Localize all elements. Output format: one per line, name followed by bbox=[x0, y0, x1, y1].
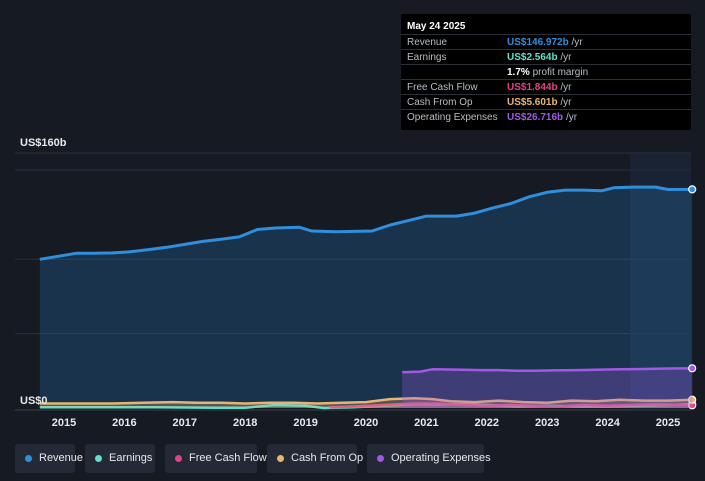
tooltip-row-unit: /yr bbox=[565, 112, 578, 123]
x-axis-ticks: 2015 2016 2017 2018 2019 2020 2021 2022 2023 2024… bbox=[52, 417, 680, 429]
legend-label: Free Cash Flow bbox=[189, 452, 267, 464]
x-tick-label: 2025 bbox=[656, 417, 680, 429]
series-layer bbox=[39, 185, 697, 410]
endpoint-revenue bbox=[688, 185, 697, 194]
legend-dot-icon bbox=[175, 455, 182, 462]
tooltip-row: Free Cash Flow US$1.844b /yr bbox=[401, 79, 691, 95]
y-axis-top-label: US$160b bbox=[20, 137, 67, 149]
legend-dot-icon bbox=[25, 455, 32, 462]
x-tick-label: 2024 bbox=[595, 417, 620, 429]
line-operating-expenses bbox=[402, 367, 693, 374]
tooltip-row: Revenue US$146.972b /yr bbox=[401, 34, 691, 50]
line-revenue bbox=[39, 185, 693, 261]
x-tick-label: 2016 bbox=[112, 417, 136, 429]
x-tick-label: 2021 bbox=[414, 417, 438, 429]
tooltip-row-unit: /yr bbox=[560, 97, 572, 108]
legend-label: Cash From Op bbox=[291, 452, 364, 464]
tooltip-row: Earnings US$2.564b /yr bbox=[401, 49, 691, 65]
legend-item-operating-expenses[interactable]: Operating Expenses bbox=[367, 444, 491, 473]
x-tick-label: 2023 bbox=[535, 417, 559, 429]
legend-dot-icon bbox=[277, 455, 284, 462]
tooltip-row-value: US$2.564b /yr bbox=[507, 52, 572, 63]
legend-label: Earnings bbox=[109, 452, 153, 464]
tooltip-row-value: 1.7% profit margin bbox=[507, 67, 589, 78]
tooltip-row-label: Cash From Op bbox=[407, 97, 473, 108]
legend-item-revenue[interactable]: Revenue bbox=[15, 444, 83, 473]
legend-dot-icon bbox=[377, 455, 384, 462]
tooltip-row-value: US$1.844b /yr bbox=[507, 82, 572, 93]
endpoint-cash-from-op bbox=[688, 395, 697, 404]
line-cash-from-op bbox=[39, 397, 693, 405]
x-tick-label: 2018 bbox=[233, 417, 257, 429]
tooltip-row: 1.7% profit margin bbox=[401, 64, 691, 80]
tooltip-row: Operating Expenses US$26.716b /yr bbox=[401, 109, 691, 125]
x-tick-label: 2017 bbox=[173, 417, 197, 429]
gridlines bbox=[15, 152, 691, 411]
x-tick-label: 2020 bbox=[354, 417, 378, 429]
tooltip-row-value: US$26.716b /yr bbox=[507, 112, 578, 123]
tooltip-row-unit: /yr bbox=[560, 52, 572, 63]
legend-item-earnings[interactable]: Earnings bbox=[85, 444, 155, 473]
legend-dot-icon bbox=[95, 455, 102, 462]
legend-item-cash-from-op[interactable]: Cash From Op bbox=[267, 444, 363, 473]
tooltip-row-value: US$5.601b /yr bbox=[507, 97, 572, 108]
tooltip-row-label: Free Cash Flow bbox=[407, 82, 478, 93]
y-axis-bottom-label: US$0 bbox=[20, 395, 48, 407]
tooltip-row-unit: /yr bbox=[560, 82, 572, 93]
tooltip-date: May 24 2025 bbox=[407, 21, 466, 32]
legend-label: Revenue bbox=[39, 452, 84, 464]
legend-item-free-cash-flow[interactable]: Free Cash Flow bbox=[165, 444, 267, 473]
tooltip-row-label: Operating Expenses bbox=[407, 112, 498, 123]
tooltip-row-label: Revenue bbox=[407, 37, 448, 48]
tooltip-row: Cash From Op US$5.601b /yr bbox=[401, 94, 691, 110]
area-operating-expenses bbox=[402, 368, 693, 408]
x-tick-label: 2015 bbox=[52, 417, 76, 429]
legend-label: Operating Expenses bbox=[391, 452, 491, 464]
tooltip-row-value: US$146.972b /yr bbox=[507, 37, 583, 48]
endpoint-operating-expenses bbox=[688, 364, 697, 373]
x-tick-label: 2022 bbox=[475, 417, 499, 429]
tooltip-row-unit: /yr bbox=[571, 37, 583, 48]
x-tick-label: 2019 bbox=[293, 417, 317, 429]
tooltip-row-unit: profit margin bbox=[532, 67, 589, 78]
tooltip-panel: May 24 2025 Revenue US$146.972b /yr Earnin… bbox=[401, 14, 691, 130]
tooltip-row-label: Earnings bbox=[407, 52, 447, 63]
line-free-cash-flow bbox=[329, 402, 693, 409]
